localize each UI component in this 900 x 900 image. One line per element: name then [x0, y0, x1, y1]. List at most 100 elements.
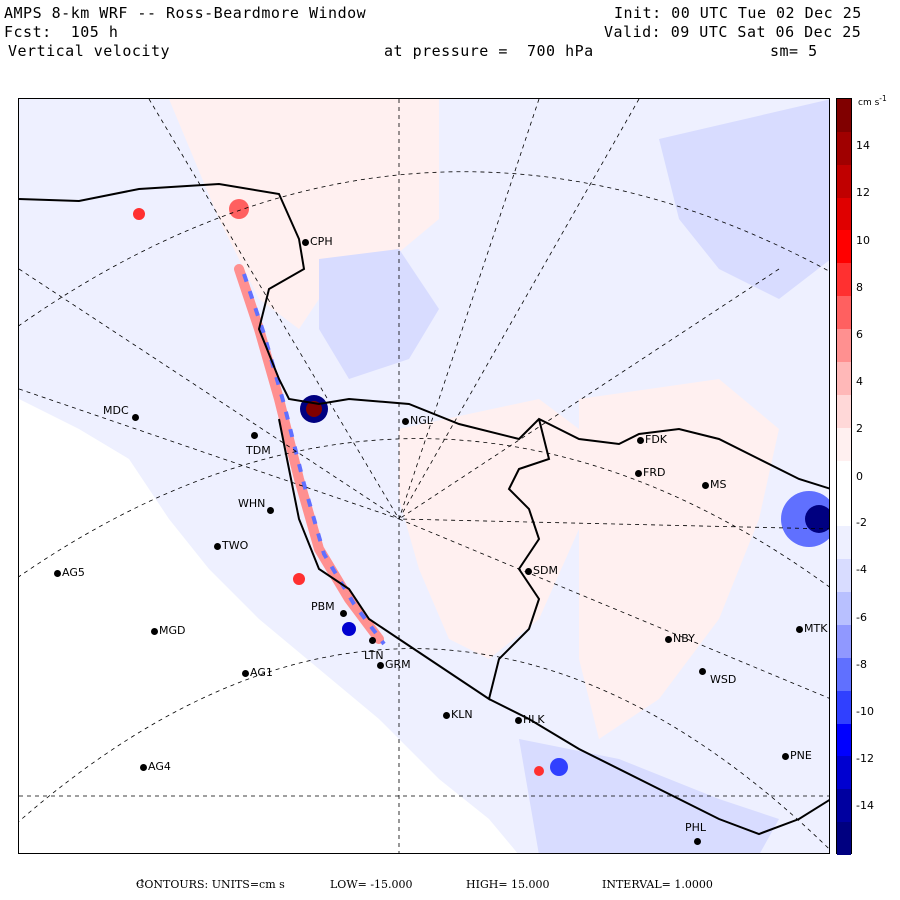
colorbar-swatch	[837, 493, 851, 527]
updraft-spot	[229, 199, 249, 219]
meridian	[398, 518, 829, 530]
meridian	[398, 99, 640, 520]
station-label: PNE	[790, 749, 812, 762]
colorbar-swatch	[837, 394, 851, 429]
latitude-circle	[19, 648, 829, 850]
station-label: SDM	[533, 564, 558, 577]
colorbar-swatch	[837, 99, 851, 133]
colorbar-tick-label: -6	[856, 611, 867, 624]
updraft-spot	[133, 208, 145, 220]
colorbar-tick-label: 2	[856, 422, 863, 435]
station-marker	[524, 567, 532, 575]
station-marker	[266, 506, 274, 514]
station-label: NGL	[410, 414, 433, 427]
negative-region-central	[319, 249, 439, 379]
colorbar-tick-label: 6	[856, 328, 863, 341]
colorbar-swatch	[837, 361, 851, 396]
colorbar-swatch	[837, 822, 851, 856]
station-marker	[241, 669, 249, 677]
latitude-circle	[19, 171, 829, 327]
colorbar-swatch	[837, 789, 851, 823]
colorbar-tick-label: -4	[856, 563, 867, 576]
colorbar-swatch	[837, 230, 851, 264]
station-label: FRD	[643, 466, 666, 479]
smoothing-value: sm= 5	[770, 42, 818, 60]
contour-high: HIGH= 15.000	[466, 878, 550, 891]
station-marker	[636, 436, 644, 444]
colorbar-tick-label: -2	[856, 516, 867, 529]
positive-region-east	[579, 379, 779, 739]
colorbar-swatch	[837, 164, 851, 199]
colorbar-swatch	[837, 559, 851, 593]
contour-interval: INTERVAL= 1.0000	[602, 878, 713, 891]
init-time: Init: 00 UTC Tue 02 Dec 25	[614, 4, 862, 22]
colorbar-swatch	[837, 657, 851, 692]
low-signal-region	[19, 399, 518, 853]
station-label: MGD	[159, 624, 186, 637]
colorbar-tick-label: 4	[856, 375, 863, 388]
colorbar	[836, 98, 852, 856]
station-label: MTK	[804, 622, 828, 635]
station-label: TDM	[246, 444, 271, 457]
meridian	[398, 268, 780, 520]
valid-time: Valid: 09 UTC Sat 06 Dec 25	[604, 23, 862, 41]
station-marker	[150, 627, 158, 635]
contour-units: CONTOURS: UNITS=cm s -1	[136, 878, 285, 894]
map-canvas	[19, 99, 829, 853]
field-name: Vertical velocity	[8, 42, 171, 60]
colorbar-tick-label: -8	[856, 658, 867, 671]
station-label: NBY	[673, 632, 695, 645]
grounding-line	[278, 418, 551, 701]
colorbar-swatch	[837, 592, 851, 626]
mountain-wave-band-neg	[242, 273, 386, 646]
colorbar-tick-label: -14	[856, 799, 874, 812]
station-marker	[139, 763, 147, 771]
colorbar-tick-label: 8	[856, 281, 863, 294]
station-marker	[442, 711, 450, 719]
station-marker	[698, 667, 706, 675]
station-label: PBM	[311, 600, 335, 613]
meridian	[148, 99, 400, 520]
station-label: MDC	[103, 404, 129, 417]
colorbar-tick-label: 0	[856, 470, 863, 483]
station-label: CPH	[310, 235, 333, 248]
station-label: GRM	[385, 658, 411, 671]
updraft-spot	[293, 573, 305, 585]
colorbar-swatch	[837, 329, 851, 363]
station-label: FDK	[645, 433, 668, 446]
map-title: AMPS 8-km WRF -- Ross-Beardmore Window	[4, 4, 367, 22]
station-marker	[213, 542, 221, 550]
colorbar-swatch	[837, 263, 851, 297]
colorbar-units: cm s-1	[858, 94, 887, 108]
colorbar-tick-label: -10	[856, 705, 874, 718]
station-marker	[368, 636, 376, 644]
station-label: PHL	[685, 821, 707, 834]
station-marker	[795, 625, 803, 633]
station-marker	[376, 661, 384, 669]
colorbar-swatch	[837, 624, 851, 659]
station-marker	[301, 238, 309, 246]
station-label: WSD	[710, 673, 737, 686]
station-label: HLK	[523, 713, 545, 726]
contour-units-sup: -1	[136, 878, 145, 889]
station-label: MS	[710, 478, 727, 491]
colorbar-swatch	[837, 296, 851, 330]
meridian	[398, 99, 540, 520]
contour-low: LOW= -15.000	[330, 878, 413, 891]
station-marker	[701, 481, 709, 489]
station-marker	[53, 569, 61, 577]
colorbar-swatch	[837, 756, 851, 790]
colorbar-swatch	[837, 526, 851, 560]
station-marker	[693, 837, 701, 845]
station-label: TWO	[222, 539, 249, 552]
downdraft-spot	[342, 622, 356, 636]
ross-ice-shelf-front	[19, 182, 829, 490]
station-marker	[250, 431, 258, 439]
downdraft-core-east	[805, 505, 829, 533]
updraft-spot	[534, 766, 544, 776]
station-label: AG5	[62, 566, 85, 579]
colorbar-tick-label: 14	[856, 139, 870, 152]
pressure-level: at pressure = 700 hPa	[384, 42, 594, 60]
station-label: AG4	[148, 760, 171, 773]
station-marker	[401, 417, 409, 425]
